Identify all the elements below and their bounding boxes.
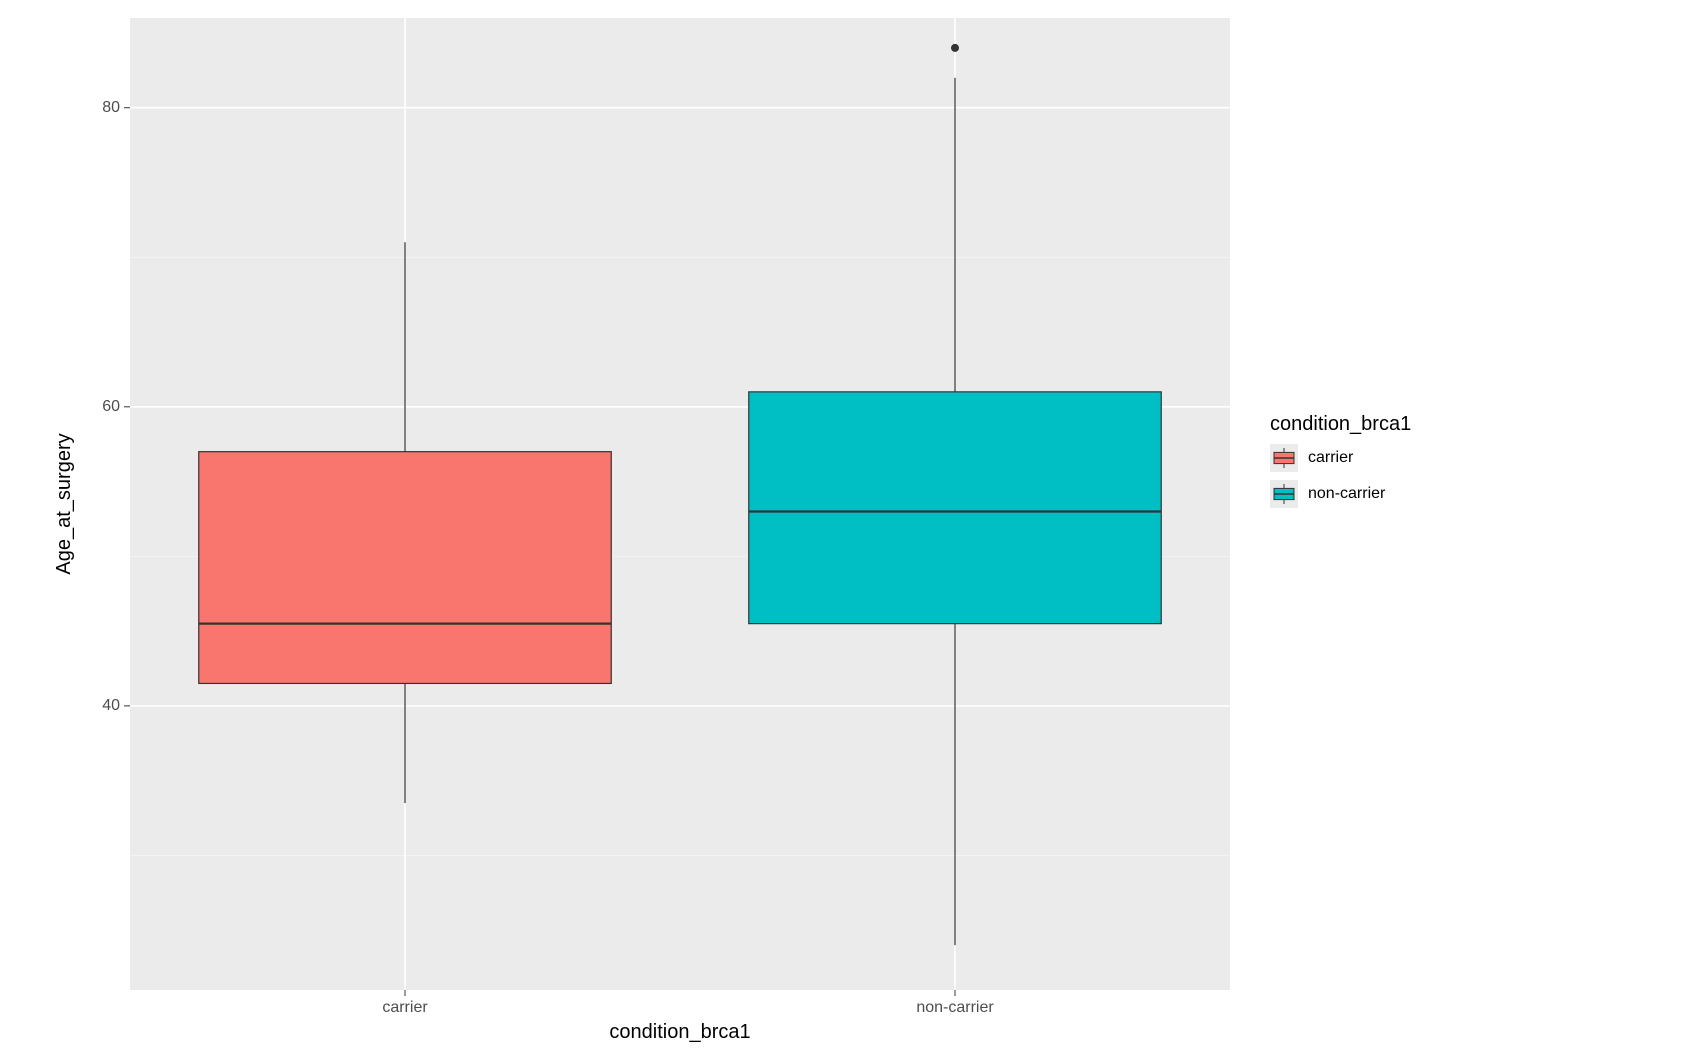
y-axis-title: Age_at_surgery [53,433,75,574]
x-tick-label: non-carrier [916,999,994,1016]
y-tick-label: 60 [102,398,120,415]
outlier-point [951,44,959,52]
legend-label: carrier [1308,449,1354,466]
y-tick-label: 40 [102,697,120,714]
y-tick-label: 80 [102,99,120,116]
box [199,452,612,684]
x-tick-label: carrier [382,999,428,1016]
x-axis-title: condition_brca1 [609,1021,750,1043]
boxplot-chart: 406080carriernon-carrierAge_at_surgeryco… [0,0,1684,1060]
box [749,392,1162,624]
legend-label: non-carrier [1308,485,1386,502]
chart-svg: 406080carriernon-carrierAge_at_surgeryco… [0,0,1684,1060]
legend-title: condition_brca1 [1270,413,1411,435]
